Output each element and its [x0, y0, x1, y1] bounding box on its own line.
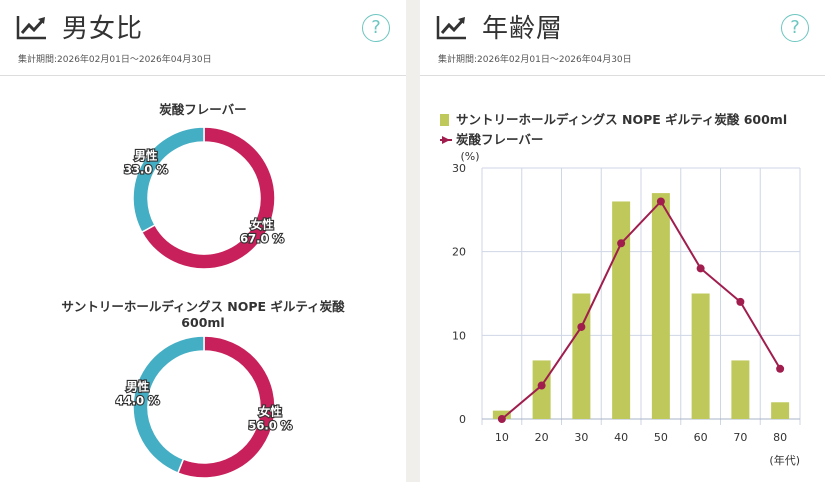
slice-label: 男性 [134, 149, 157, 163]
y-axis-label: (%) [460, 150, 479, 163]
line-point [537, 381, 546, 390]
bar [572, 293, 591, 419]
y-tick-label: 20 [452, 246, 466, 259]
legend-label: サントリーホールディングス NOPE ギルティ炭酸 600ml [456, 112, 788, 127]
legend-item-bar: サントリーホールディングス NOPE ギルティ炭酸 600ml [440, 110, 787, 130]
donut-slice [132, 126, 205, 234]
chart-legend: サントリーホールディングス NOPE ギルティ炭酸 600ml 炭酸フレーバー [440, 110, 787, 150]
line-point [696, 264, 705, 273]
bar [612, 201, 631, 419]
slice-label: 女性 [259, 405, 282, 419]
line-point [736, 297, 745, 306]
trend-chart-icon [436, 16, 466, 40]
page-title: 男女比 [62, 14, 144, 44]
line-series [501, 199, 781, 420]
line-point [776, 364, 785, 373]
donut-title: 炭酸フレーバー [159, 102, 247, 117]
slice-value: 33.0 % [124, 163, 168, 177]
age-panel-header: 年齢層 ? 集計期間:2026年02月01日～2026年04月30日 [420, 0, 825, 76]
bar [691, 293, 710, 419]
line-point [617, 239, 626, 248]
period-label: 集計期間:2026年02月01日～2026年04月30日 [438, 55, 632, 65]
y-tick-label: 30 [452, 162, 466, 175]
slice-label: 男性 [126, 379, 149, 393]
x-tick-label: 50 [654, 431, 668, 444]
page-title: 年齢層 [482, 14, 564, 44]
gender-charts: 炭酸フレーバー 女性 67.0 % 男性 33.0 % サントリーホールディングス N… [0, 76, 406, 481]
x-axis-label: (年代) [769, 453, 800, 467]
legend-line-marker [440, 136, 452, 144]
line-point [656, 197, 665, 206]
age-panel: 年齢層 ? 集計期間:2026年02月01日～2026年04月30日 サントリー… [420, 0, 825, 482]
help-icon[interactable]: ? [781, 14, 809, 42]
gender-panel-header: 男女比 ? 集計期間:2026年02月01日～2026年04月30日 [0, 0, 406, 76]
x-tick-label: 80 [773, 431, 787, 444]
x-tick-label: 60 [694, 431, 708, 444]
trend-chart-icon [16, 16, 46, 40]
line-point [577, 322, 586, 331]
legend-bar-swatch [440, 114, 449, 126]
x-tick-label: 10 [495, 431, 509, 444]
slice-value: 56.0 % [248, 419, 292, 433]
bar [651, 193, 670, 419]
bar [532, 360, 551, 419]
donut-slice [140, 126, 276, 270]
bar [492, 410, 511, 419]
legend-label: 炭酸フレーバー [456, 132, 544, 147]
x-tick-label: 30 [574, 431, 588, 444]
bar [771, 402, 790, 419]
y-tick-label: 10 [452, 329, 466, 342]
gender-panel: 男女比 ? 集計期間:2026年02月01日～2026年04月30日 炭酸フレー… [0, 0, 406, 482]
slice-value: 44.0 % [116, 393, 160, 407]
donut-title: サントリーホールディングス NOPE ギルティ炭酸 600ml [61, 299, 345, 330]
help-icon[interactable]: ? [362, 14, 390, 42]
slice-value: 67.0 % [240, 231, 284, 245]
slice-label: 女性 [251, 217, 274, 231]
y-tick-label: 0 [459, 413, 466, 426]
x-tick-label: 70 [733, 431, 747, 444]
line-point [497, 415, 506, 423]
bar [731, 360, 750, 419]
legend-item-line: 炭酸フレーバー [440, 130, 787, 150]
age-chart-area: サントリーホールディングス NOPE ギルティ炭酸 600ml 炭酸フレーバー … [420, 76, 825, 481]
x-tick-label: 20 [535, 431, 549, 444]
donut-slice [132, 335, 205, 474]
period-label: 集計期間:2026年02月01日～2026年04月30日 [18, 55, 212, 65]
x-tick-label: 40 [614, 431, 628, 444]
